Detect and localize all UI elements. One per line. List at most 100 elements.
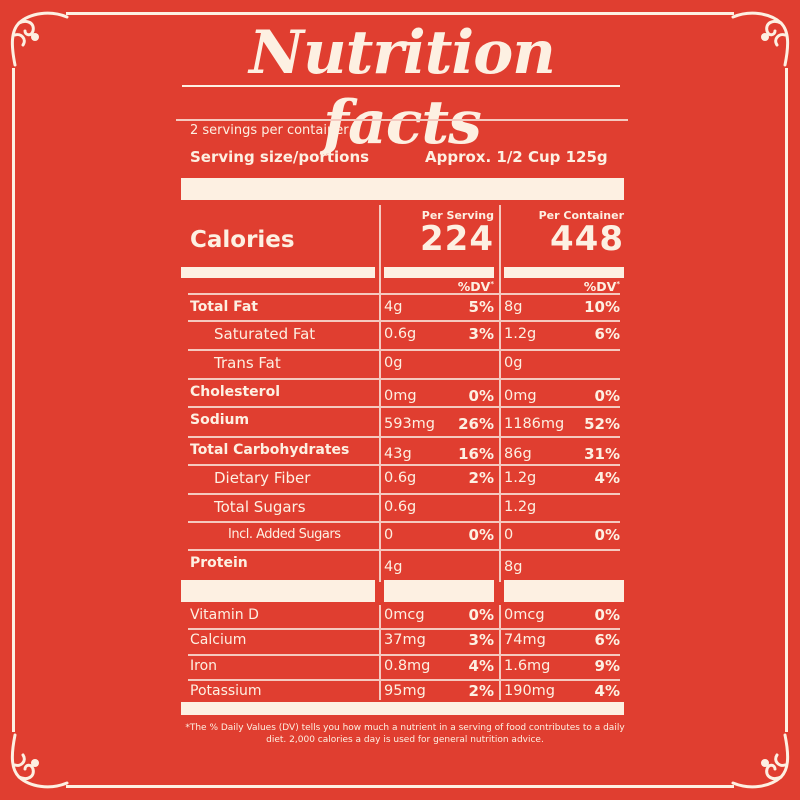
container-dv: 6% (594, 631, 620, 649)
nutrient-name: Incl. Added Sugars (228, 527, 341, 542)
container-amount: 1.2g (504, 470, 537, 486)
container-dv: 4% (594, 469, 620, 487)
serving-dv: 5% (468, 298, 494, 316)
serving-amount: 593mg (384, 416, 436, 432)
column-divider (379, 205, 381, 582)
nutrient-name: Protein (190, 555, 248, 571)
container-dv: 0% (594, 526, 620, 544)
per-serving-label: Per Serving (421, 209, 494, 222)
serving-size-value: Approx. 1/2 Cup 125g (425, 148, 608, 166)
row-divider (188, 493, 620, 495)
serving-amount: 0.6g (384, 499, 417, 515)
container-amount: 1.2g (504, 326, 537, 342)
serving-dv: 0% (468, 387, 494, 405)
serving-dv: 3% (468, 325, 494, 343)
container-dv: 31% (584, 445, 620, 463)
servings-per-container: 2 servings per container (190, 123, 349, 138)
serving-amount: 43g (384, 446, 412, 462)
container-dv: 52% (584, 415, 620, 433)
container-amount: 0mg (504, 388, 537, 404)
serving-amount: 37mg (384, 632, 426, 648)
nutrient-name: Total Carbohydrates (190, 442, 350, 458)
serving-size-label: Serving size/portions (190, 148, 370, 166)
row-divider (188, 406, 620, 408)
serving-amount: 0.6g (384, 470, 417, 486)
calories-label: Calories (190, 227, 295, 253)
container-amount: 86g (504, 446, 532, 462)
column-divider (379, 605, 381, 700)
dv-header: %DV* (457, 279, 494, 295)
row-divider (188, 378, 620, 380)
vitamin-name: Potassium (190, 683, 262, 699)
row-divider (188, 436, 620, 438)
row-divider (188, 349, 620, 351)
corner-ornament-icon (731, 11, 790, 67)
serving-amount: 0 (384, 527, 394, 543)
row-divider (188, 320, 620, 322)
row-divider (188, 654, 620, 656)
thick-divider (181, 178, 624, 200)
corner-ornament-icon (10, 733, 69, 789)
calories-per-container: 448 (550, 219, 624, 259)
thick-divider (504, 267, 624, 278)
container-amount: 0 (504, 527, 514, 543)
row-divider (188, 549, 620, 551)
serving-amount: 0mcg (384, 607, 425, 623)
thick-divider (181, 702, 624, 715)
serving-dv: 2% (468, 682, 494, 700)
container-dv: 4% (594, 682, 620, 700)
nutrient-name: Dietary Fiber (214, 469, 311, 487)
thick-divider (181, 267, 375, 278)
serving-dv: 4% (468, 657, 494, 675)
container-amount: 0g (504, 355, 523, 371)
column-divider (499, 605, 501, 700)
corner-ornament-icon (731, 733, 790, 789)
frame-top-line (66, 12, 734, 15)
serving-dv: 0% (468, 526, 494, 544)
vitamin-name: Vitamin D (190, 607, 259, 623)
per-container-label: Per Container (538, 209, 624, 222)
row-divider (188, 521, 620, 523)
nutrient-name: Total Sugars (214, 498, 306, 516)
frame-left-line (12, 68, 15, 732)
container-amount: 8g (504, 559, 523, 575)
page-title: Nutrition facts (249, 18, 556, 158)
container-dv: 6% (594, 325, 620, 343)
container-amount: 74mg (504, 632, 546, 648)
calories-per-serving: 224 (420, 219, 494, 259)
nutrient-name: Sodium (190, 412, 250, 428)
serving-amount: 4g (384, 559, 403, 575)
container-dv: 0% (594, 387, 620, 405)
corner-ornament-icon (10, 11, 69, 67)
row-divider (188, 628, 620, 630)
title-underline (182, 85, 620, 87)
serving-amount: 0.8mg (384, 658, 431, 674)
serving-dv: 26% (458, 415, 494, 433)
row-divider (188, 293, 620, 295)
thick-divider (384, 267, 494, 278)
serving-dv: 0% (468, 606, 494, 624)
column-divider (499, 205, 501, 582)
nutrient-name: Total Fat (190, 299, 259, 315)
container-amount: 1186mg (504, 416, 565, 432)
container-dv: 9% (594, 657, 620, 675)
container-amount: 1.6mg (504, 658, 551, 674)
serving-amount: 0g (384, 355, 403, 371)
thick-divider (504, 580, 624, 602)
frame-bottom-line (66, 785, 734, 788)
container-amount: 190mg (504, 683, 556, 699)
serving-dv: 3% (468, 631, 494, 649)
nutrient-name: Saturated Fat (214, 325, 316, 343)
container-dv: 10% (584, 298, 620, 316)
container-dv: 0% (594, 606, 620, 624)
footnote: *The % Daily Values (DV) tells you how m… (185, 723, 625, 745)
thick-divider (181, 580, 375, 602)
serving-dv: 2% (468, 469, 494, 487)
dv-header: %DV* (583, 279, 620, 295)
row-divider (188, 464, 620, 466)
vitamin-name: Calcium (190, 632, 247, 648)
serving-amount: 95mg (384, 683, 426, 699)
serving-amount: 0.6g (384, 326, 417, 342)
container-amount: 1.2g (504, 499, 537, 515)
frame-right-line (785, 68, 788, 732)
